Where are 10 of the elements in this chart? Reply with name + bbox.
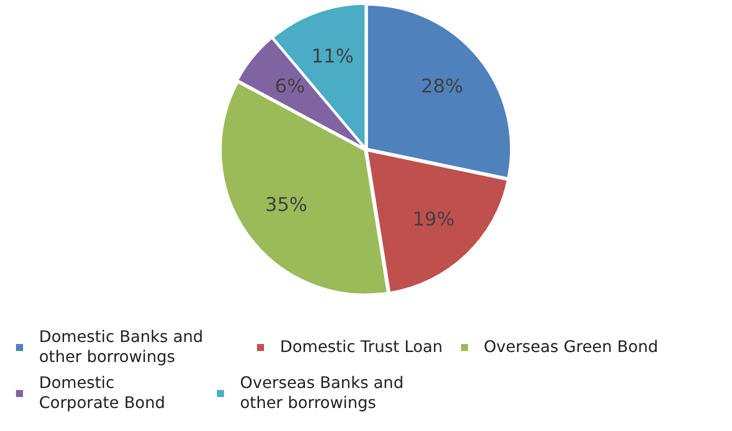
data-label: 19% xyxy=(412,208,455,230)
data-label: 35% xyxy=(265,194,308,216)
legend-label: Overseas Green Bond xyxy=(484,337,658,357)
legend-label: Domestic Banks and other borrowings xyxy=(39,327,204,367)
legend-label: Domestic Trust Loan xyxy=(280,337,443,357)
data-label: 11% xyxy=(311,45,354,68)
legend-label: Domestic Corporate Bond xyxy=(39,373,166,413)
legend-label: Overseas Banks and other borrowings xyxy=(240,373,405,413)
data-label: 6% xyxy=(274,76,306,98)
data-label: 28% xyxy=(420,76,464,98)
